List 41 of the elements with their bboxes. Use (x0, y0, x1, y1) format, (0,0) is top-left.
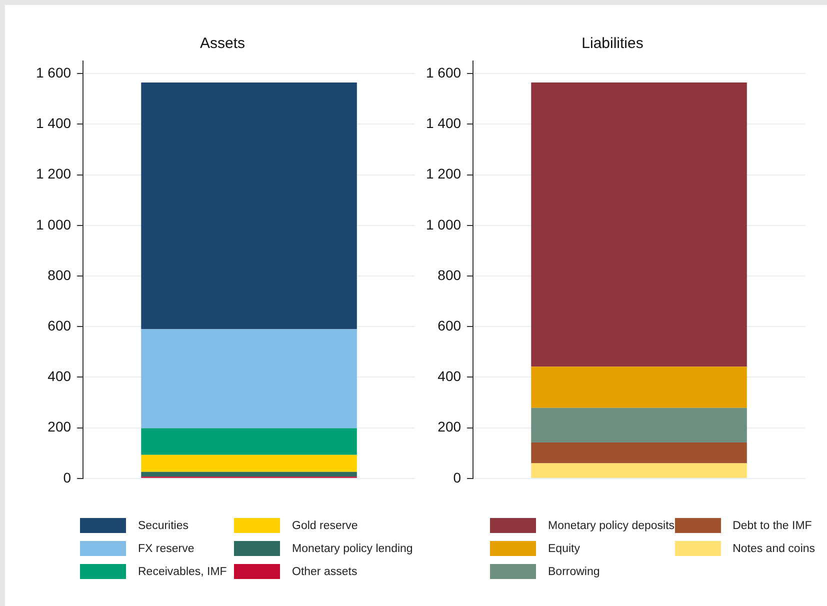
bar (531, 408, 747, 442)
y-tick-label: 1 200 (36, 166, 72, 182)
legend-label: Monetary policy lending (292, 542, 413, 554)
y-tick-label: 1 400 (426, 115, 462, 132)
legend-label: Monetary policy deposits (548, 520, 675, 532)
bar (141, 428, 357, 455)
legend-label: Receivables, IMF (138, 566, 227, 578)
y-tick-label: 1 200 (426, 166, 462, 182)
y-tick-label: 0 (453, 469, 462, 486)
y-tick-label: 600 (438, 317, 462, 334)
y-tick-label: 200 (48, 418, 72, 435)
y-tick-label: 800 (48, 266, 72, 283)
y-tick-label: 400 (48, 368, 72, 384)
y-tick-label: 1 000 (426, 216, 462, 232)
y-tick-label: 1 600 (426, 64, 462, 81)
y-tick-label: 1 600 (36, 64, 72, 81)
legend-label: Other assets (292, 566, 358, 578)
y-tick-label: 1 400 (36, 115, 72, 132)
y-tick-label: 0 (63, 469, 72, 486)
y-tick-label: 600 (48, 317, 72, 334)
bar (141, 472, 357, 477)
y-tick-label: 800 (438, 266, 462, 283)
legend-label: Notes and coins (732, 542, 816, 554)
bar (141, 82, 357, 330)
y-tick-label: 200 (438, 418, 462, 435)
y-tick-label: 1 000 (36, 216, 72, 232)
bar (531, 442, 747, 464)
legend-label: Securities (138, 520, 188, 532)
legend-label: Borrowing (548, 566, 600, 578)
bar (141, 454, 357, 472)
legend-label: Gold reserve (292, 520, 358, 532)
legend-label: Equity (548, 542, 580, 554)
chart-title: Liabilities (582, 35, 644, 52)
bar (141, 329, 357, 428)
bar (531, 463, 747, 478)
chart-title: Assets (200, 35, 246, 52)
bar (531, 366, 747, 408)
bar (531, 82, 747, 367)
legend-label: FX reserve (138, 542, 194, 554)
y-tick-label: 400 (438, 368, 462, 384)
legend-label: Debt to the IMF (732, 520, 812, 532)
